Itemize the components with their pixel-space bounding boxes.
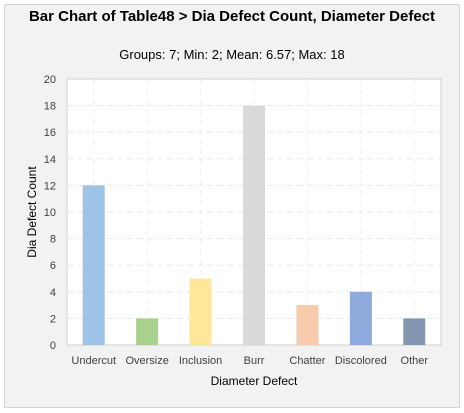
x-tick-label: Undercut xyxy=(71,355,116,367)
bar-inclusion xyxy=(189,278,212,345)
chart-title: Bar Chart of Table48 > Dia Defect Count,… xyxy=(0,8,464,25)
chart-title-text: Bar Chart of Table48 > Dia Defect Count,… xyxy=(28,8,436,25)
y-tick-label: 10 xyxy=(44,207,56,219)
y-tick-label: 6 xyxy=(50,260,56,272)
bar-burr xyxy=(243,105,265,345)
y-tick-label: 4 xyxy=(50,287,56,299)
bar-chatter xyxy=(296,305,319,345)
chart-subtitle: Groups: 7; Min: 2; Mean: 6.57; Max: 18 xyxy=(119,47,345,62)
x-tick-label: Chatter xyxy=(289,355,325,367)
y-tick-labels: 0 2 4 6 8 10 12 14 16 18 20 xyxy=(44,74,56,352)
x-tick-label: Discolored xyxy=(335,355,387,367)
bars xyxy=(82,105,426,345)
x-tick-label: Other xyxy=(401,355,429,367)
y-tick-label: 12 xyxy=(44,180,56,192)
x-tick-label: Oversize xyxy=(125,355,168,367)
x-tick-label: Burr xyxy=(244,355,265,367)
bar-discolored xyxy=(349,291,372,345)
y-tick-label: 0 xyxy=(50,340,56,352)
x-tick-label: Inclusion xyxy=(179,355,222,367)
x-axis-title: Diameter Defect xyxy=(211,374,298,388)
bar-undercut xyxy=(82,185,105,345)
bar-other xyxy=(403,318,426,345)
y-axis-title: Dia Defect Count xyxy=(25,166,39,258)
y-tick-label: 18 xyxy=(44,101,56,113)
y-tick-label: 8 xyxy=(50,234,56,246)
y-tick-label: 14 xyxy=(44,154,56,166)
x-tick-labels: Undercut Oversize Inclusion Burr Chatter Disc… xyxy=(71,355,428,367)
y-tick-label: 2 xyxy=(50,313,56,325)
y-tick-label: 20 xyxy=(44,74,56,86)
bar-oversize xyxy=(136,318,159,345)
y-tick-label: 16 xyxy=(44,127,56,139)
